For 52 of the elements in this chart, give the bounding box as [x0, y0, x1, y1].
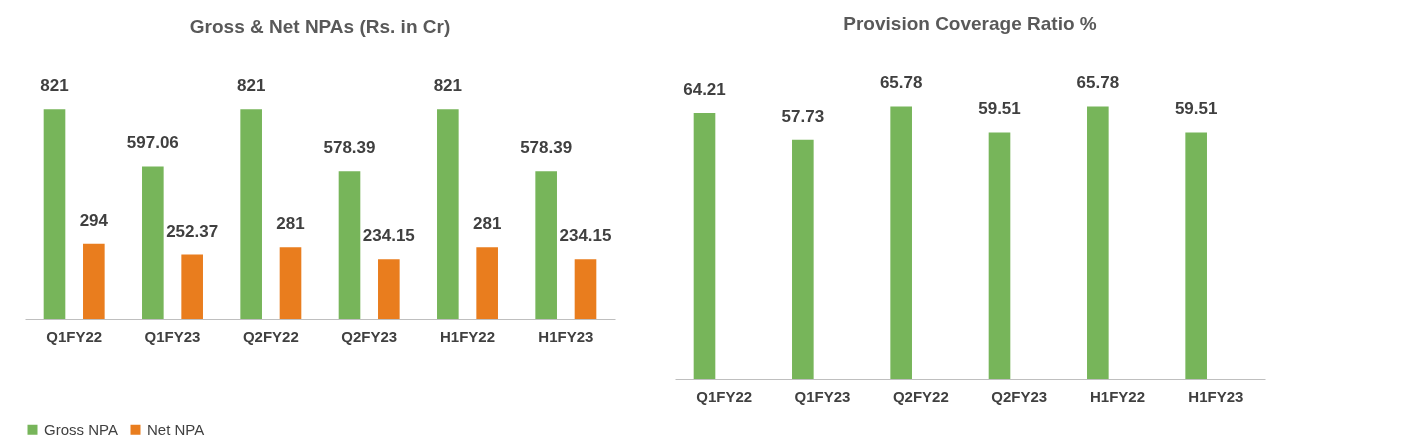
x-tick-label: Q2FY23	[341, 327, 398, 345]
data-label: 234.15	[362, 226, 415, 246]
bar	[693, 112, 716, 379]
data-label: 252.37	[166, 221, 219, 241]
bar	[240, 109, 262, 319]
bar	[535, 171, 557, 319]
data-label: 294	[79, 210, 109, 230]
legend-label: Net NPA	[147, 420, 205, 438]
bar	[279, 247, 302, 319]
data-label: 64.21	[683, 79, 726, 99]
data-label: 821	[433, 76, 463, 96]
bar	[378, 259, 400, 319]
x-tick-label: Q1FY22	[696, 387, 753, 405]
x-tick-label: Q1FY22	[46, 327, 103, 345]
data-label: 57.73	[781, 106, 825, 126]
bar	[574, 259, 597, 319]
data-label: 821	[236, 76, 266, 96]
x-tick-label: Q2FY23	[991, 387, 1048, 405]
bar	[83, 243, 105, 319]
data-label: 281	[276, 214, 305, 234]
bar	[43, 109, 66, 319]
data-label: 281	[472, 214, 502, 234]
bar	[338, 171, 361, 319]
bar	[476, 247, 498, 319]
data-label: 65.78	[1076, 73, 1120, 93]
chart-title: Provision Coverage Ratio %	[843, 13, 1097, 35]
data-label: 59.51	[978, 99, 1021, 119]
x-tick-label: Q1FY23	[144, 327, 201, 345]
x-tick-label: Q2FY22	[242, 327, 299, 345]
bar	[1185, 132, 1207, 379]
x-tick-label: H1FY22	[1089, 387, 1146, 405]
bar	[890, 106, 912, 379]
bar	[988, 132, 1011, 379]
data-label: 234.15	[559, 226, 612, 246]
data-label: 821	[40, 76, 69, 96]
bar	[142, 166, 164, 319]
bar	[437, 109, 459, 319]
data-label: 578.39	[520, 138, 573, 158]
x-tick-label: H1FY23	[1188, 387, 1244, 405]
data-label: 65.78	[879, 73, 923, 93]
bar	[181, 254, 203, 319]
chart-title: Gross & Net NPAs (Rs. in Cr)	[189, 16, 451, 38]
bar	[792, 139, 814, 379]
x-tick-label: H1FY23	[538, 327, 594, 345]
x-tick-label: H1FY22	[439, 327, 496, 345]
x-tick-label: Q2FY22	[892, 387, 949, 405]
legend-label: Gross NPA	[44, 420, 118, 438]
data-label: 597.06	[126, 133, 179, 153]
bar	[1087, 106, 1109, 379]
x-tick-label: Q1FY23	[794, 387, 851, 405]
data-label: 59.51	[1174, 99, 1218, 119]
data-label: 578.39	[323, 138, 376, 158]
